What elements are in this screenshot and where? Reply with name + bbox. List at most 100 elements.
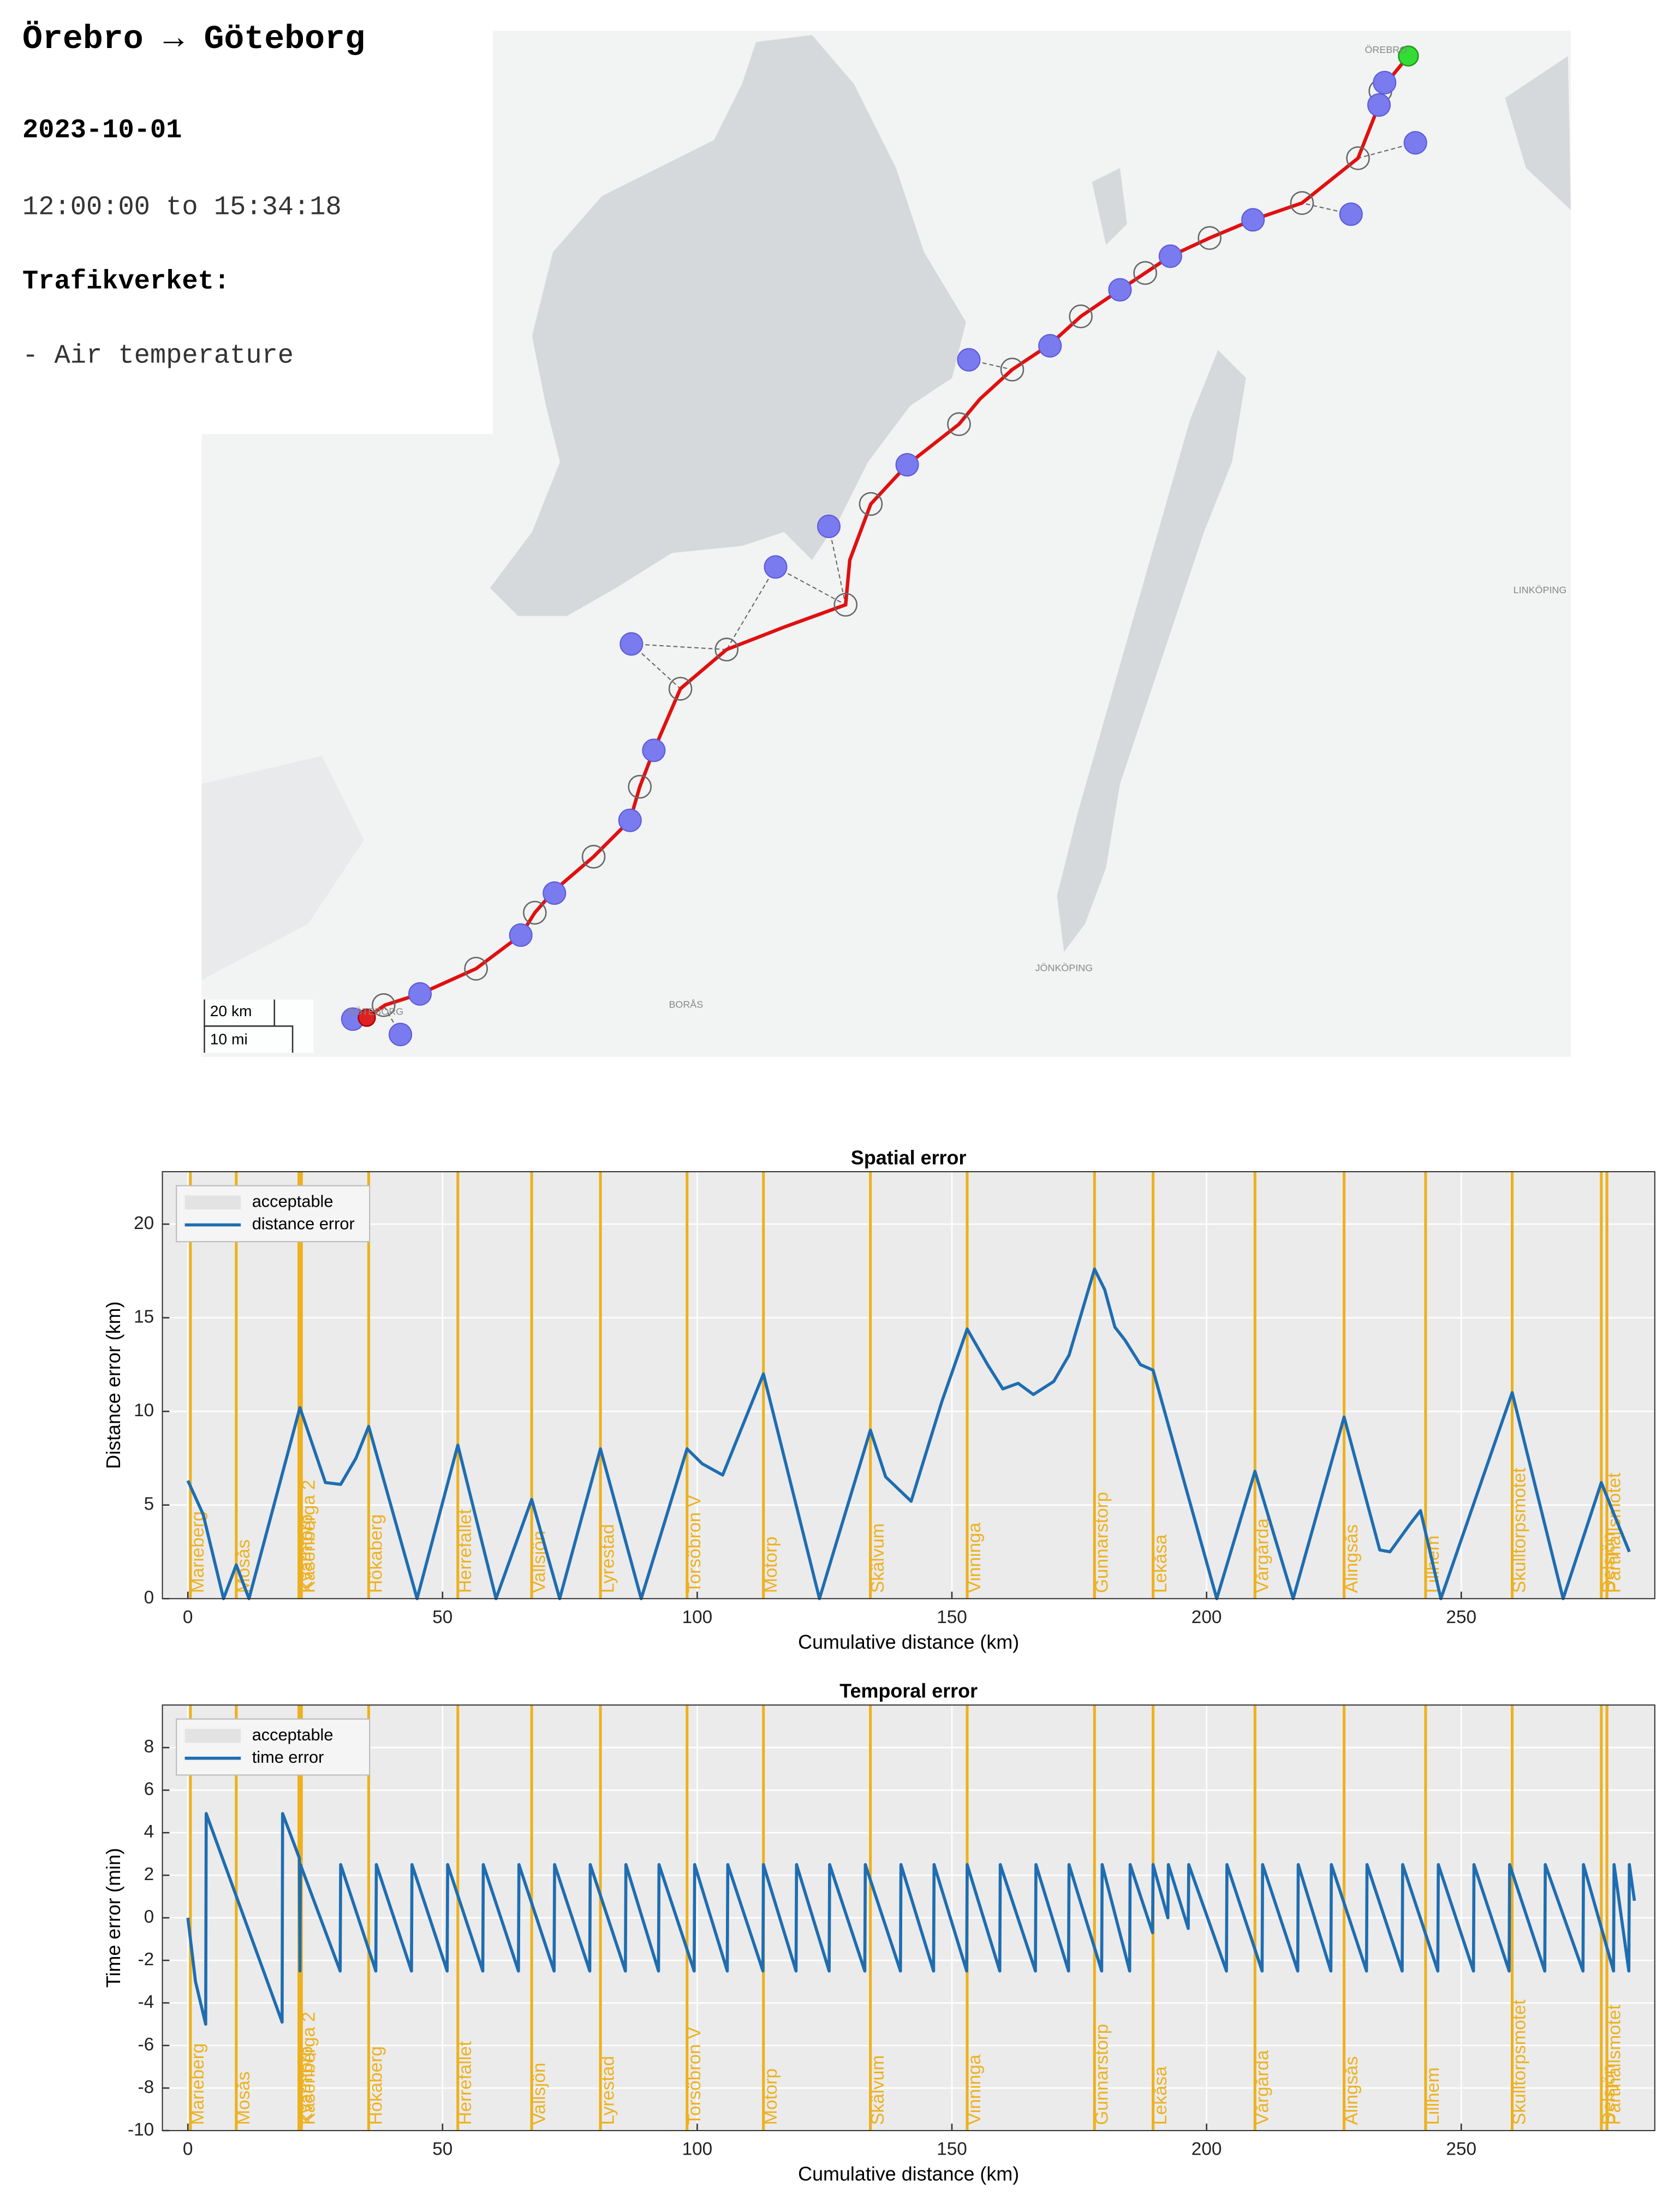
- waypoint: [714, 637, 739, 662]
- route: [366, 55, 1410, 1019]
- station-label: Lekåsa: [1151, 2066, 1171, 2125]
- station-label: Vårgårda: [1252, 2050, 1272, 2125]
- legend-label: distance error: [252, 1214, 355, 1233]
- y-tick-label: 15: [134, 1307, 154, 1327]
- date: 2023-10-01: [22, 115, 182, 145]
- y-tick-label: 0: [144, 1907, 154, 1927]
- link: [828, 526, 847, 605]
- y-tick-label: 0: [144, 1588, 154, 1608]
- station: [389, 1023, 413, 1047]
- y-tick-label: 5: [144, 1494, 154, 1514]
- chart-title: Temporal error: [839, 1680, 978, 1702]
- station-label: Vallsjön: [529, 1531, 549, 1593]
- lake: [1505, 56, 1571, 210]
- data-line: [186, 1812, 1636, 2026]
- scale-label: 20 km: [210, 1002, 252, 1019]
- route-title: Örebro → Göteborg: [22, 21, 365, 58]
- x-tick-label: 200: [1192, 1607, 1222, 1627]
- station-label: Alingsås: [1342, 2056, 1362, 2125]
- station-label: Torsöbron V: [684, 2026, 705, 2125]
- station: [764, 555, 788, 579]
- y-tick-label: 10: [134, 1400, 154, 1421]
- y-tick-label: -8: [138, 2077, 154, 2097]
- lake: [1092, 168, 1127, 245]
- station: [1339, 202, 1363, 226]
- station: [895, 453, 919, 477]
- y-axis-label: Time error (min): [102, 1848, 124, 1988]
- waypoint: [947, 412, 971, 437]
- station-label: Herrefallet: [455, 1509, 475, 1593]
- legend-swatch: [184, 1728, 241, 1743]
- legend-box: [176, 1718, 371, 1776]
- station-label: Alingsås: [1342, 1524, 1362, 1593]
- lake: [490, 35, 966, 616]
- y-tick-label: -6: [138, 2035, 154, 2055]
- link: [383, 1005, 401, 1035]
- link: [631, 643, 727, 651]
- station: [619, 632, 644, 656]
- station-label: Mosås: [234, 2072, 254, 2125]
- scale-bar: [204, 1025, 294, 1053]
- station-label: Partihallsmotet: [1604, 2005, 1624, 2125]
- legend-label: acceptable: [252, 1192, 333, 1211]
- station-label: Hökaberg: [366, 1514, 386, 1593]
- waypoint: [523, 900, 547, 925]
- y-tick-label: 2: [144, 1864, 154, 1884]
- waypoint: [1133, 261, 1157, 285]
- waypoint: [372, 993, 396, 1017]
- station-label: Motorp: [761, 1536, 781, 1593]
- station-label: Kåsenberga 2: [299, 1480, 319, 1593]
- y-tick-label: 20: [134, 1213, 154, 1233]
- y-tick-label: -2: [138, 1949, 154, 1970]
- station-label: Delsjön: [1599, 1532, 1619, 1593]
- x-tick-label: 200: [1192, 2139, 1222, 2160]
- legend-swatch: [184, 1195, 241, 1210]
- link: [726, 566, 776, 650]
- y-tick-label: 4: [144, 1822, 154, 1842]
- station: [1158, 244, 1182, 268]
- start-point: [1398, 45, 1419, 67]
- station-label: Torsöbron V: [684, 1495, 705, 1593]
- x-tick-label: 150: [937, 2139, 967, 2160]
- legend-label: acceptable: [252, 1725, 333, 1744]
- scale-label: 10 mi: [210, 1030, 248, 1047]
- waypoint: [464, 957, 488, 981]
- station-label: Vårgårda: [1252, 1518, 1272, 1593]
- lake: [1057, 350, 1246, 952]
- station-label: Gunnarstorp: [1092, 1492, 1112, 1593]
- x-axis-label: Cumulative distance (km): [798, 1631, 1019, 1653]
- plot-border: [162, 1171, 1655, 1600]
- station-label: Lyrestad: [598, 2056, 618, 2125]
- x-tick-label: 250: [1446, 2139, 1476, 2160]
- station-label: Lyrestad: [598, 1524, 618, 1593]
- x-tick-label: 250: [1446, 1607, 1476, 1627]
- station: [1403, 131, 1427, 155]
- station-label: Skulltorpsmotet: [1510, 1999, 1530, 2125]
- station-label: Lekåsa: [1151, 1534, 1171, 1593]
- measurement: - Air temperature: [22, 340, 294, 371]
- station-label: Skälvum: [868, 1523, 888, 1593]
- waypoint: [628, 774, 652, 799]
- end-point: [358, 1009, 376, 1027]
- x-axis-label: Cumulative distance (km): [798, 2163, 1019, 2185]
- station: [642, 738, 666, 762]
- header-background: [0, 0, 493, 434]
- waypoint: [859, 492, 883, 516]
- station: [543, 881, 567, 905]
- station-label: Lillhem: [1423, 2067, 1443, 2125]
- station-label: Kåsenberga 2: [299, 2012, 319, 2125]
- station-label: Vinninga: [964, 2054, 985, 2125]
- data-line: [186, 1267, 1631, 1601]
- station-label: Vallsjön: [529, 2062, 549, 2125]
- waypoint: [581, 845, 606, 869]
- station-label: Kvarntorp: [296, 1514, 317, 1594]
- station-label: Skulltorpsmotet: [1510, 1468, 1530, 1593]
- place-label: ÖREBRO: [1365, 44, 1407, 55]
- waypoint: [1346, 146, 1370, 170]
- y-tick-label: 8: [144, 1737, 154, 1757]
- x-tick-label: 50: [432, 1607, 452, 1627]
- place-label: GÖTEBORG: [347, 1006, 404, 1017]
- y-tick-label: 6: [144, 1779, 154, 1799]
- legend-box: [176, 1185, 371, 1243]
